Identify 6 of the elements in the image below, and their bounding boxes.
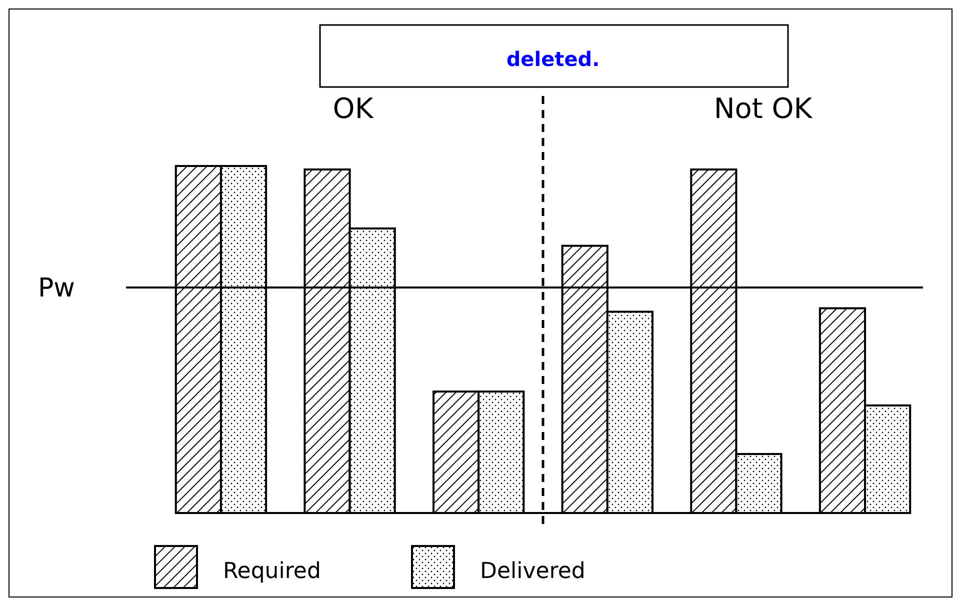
text: Not OK — [714, 92, 813, 125]
legend-label: Delivered — [480, 559, 586, 584]
ref-line-label: Pw — [38, 273, 75, 304]
legend-label: Required — [223, 559, 321, 584]
text: OK — [332, 92, 374, 125]
text: deleted. — [506, 47, 600, 71]
